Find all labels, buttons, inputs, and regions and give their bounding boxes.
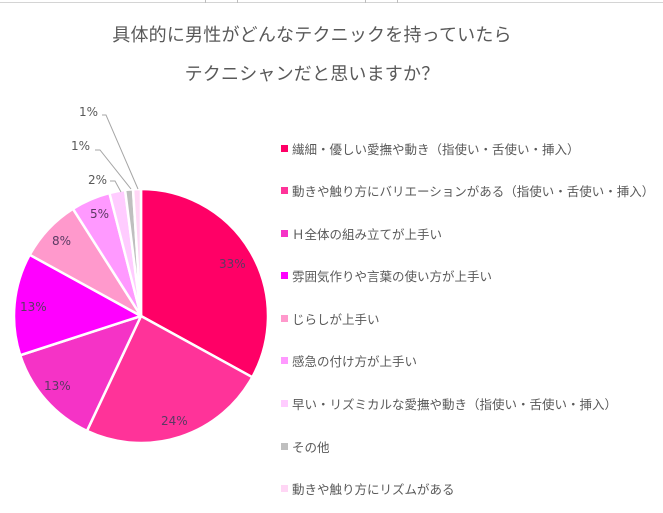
legend-label: 雰囲気作りや言葉の使い方が上手い [292, 268, 493, 284]
leader-line-2pct [110, 180, 122, 193]
slice-label-2: 2% [88, 173, 108, 187]
slice-label-33: 33% [219, 257, 246, 271]
pie-slice [12, 253, 143, 357]
legend-item: 早い・リズミカルな愛撫や動き（指使い・舌使い・挿入） [281, 394, 617, 412]
legend-label: 早い・リズミカルな愛撫や動き（指使い・舌使い・挿入） [292, 396, 618, 412]
legend-swatch-icon [281, 314, 288, 322]
sheet-gridline [0, 2, 663, 3]
slice-label-1a: 1% [71, 139, 91, 153]
legend-swatch-icon [281, 442, 288, 450]
pie-slices [12, 187, 270, 445]
pie-slice [139, 187, 270, 379]
chart-title-line-1: 具体的に男性がどんなテクニックを持っていたら [112, 25, 512, 46]
slice-label-5: 5% [90, 207, 110, 221]
legend-item: 繊細・優しい愛撫や動き（指使い・舌使い・挿入） [281, 139, 580, 157]
pie-slice [131, 187, 143, 318]
gridline-tick [237, 0, 238, 3]
legend-label: 動きや触り方にリズムがある [292, 481, 455, 497]
gridline-tick [397, 0, 398, 3]
legend-item: じらしが上手い [281, 309, 380, 327]
legend-item: 雰囲気作りや言葉の使い方が上手い [281, 266, 492, 284]
leader-lines [95, 114, 139, 193]
leader-line-1pct-b [95, 149, 132, 190]
slice-label-13b: 13% [20, 300, 47, 314]
legend-item: 感急の付け方が上手い [281, 351, 417, 369]
slice-label-8: 8% [52, 234, 72, 248]
chart-title-line-2: テクニシャンだと思いますか？ [184, 64, 440, 85]
slice-label-1b: 1% [79, 105, 99, 119]
legend-swatch-icon [281, 271, 288, 279]
legend-swatch-icon [281, 484, 288, 492]
gridline-tick [205, 0, 206, 3]
leader-line-1pct-a [102, 114, 139, 190]
legend-swatch-icon [281, 356, 288, 364]
legend-item: その他 [281, 437, 330, 455]
slice-label-24: 24% [161, 414, 188, 428]
legend-swatch-icon [281, 229, 288, 237]
legend-swatch-icon [281, 399, 288, 407]
legend-item: 動きや触り方にリズムがある [281, 479, 455, 497]
legend-swatch-icon [281, 144, 288, 152]
legend-label: 繊細・優しい愛撫や動き（指使い・舌使い・挿入） [292, 141, 580, 157]
legend-item: Ｈ全体の組み立てが上手い [281, 224, 442, 242]
legend-label: 動きや触り方にバリエーションがある（指使い・舌使い・挿入） [292, 183, 655, 199]
legend-label: 感急の付け方が上手い [292, 353, 418, 369]
legend-swatch-icon [281, 186, 288, 194]
legend-label: Ｈ全体の組み立てが上手い [292, 226, 443, 242]
slice-label-13a: 13% [44, 379, 71, 393]
pie-slice [18, 314, 143, 433]
legend-label: その他 [292, 439, 330, 455]
gridline-tick [365, 0, 366, 3]
pie-slice [85, 314, 254, 445]
legend-label: じらしが上手い [292, 311, 380, 327]
legend-item: 動きや触り方にバリエーションがある（指使い・舌使い・挿入） [281, 181, 654, 199]
